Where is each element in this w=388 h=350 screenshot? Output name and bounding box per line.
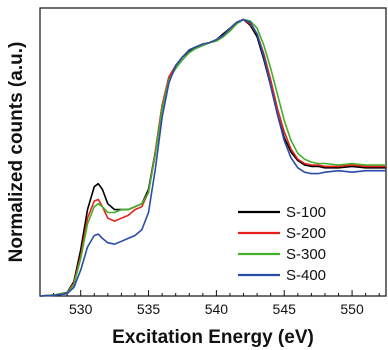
x-tick-label: 550 [340,301,364,317]
x-axis-title: Excitation Energy (eV) [112,327,314,348]
legend: S-100 S-200 S-300 S-400 [238,204,326,284]
plot-frame [39,7,387,297]
x-tick-label: 530 [69,301,93,317]
series-line-s-200 [39,18,386,297]
series-lines [39,18,386,297]
series-line-s-100 [39,18,386,297]
y-axis-title: Normalized counts (a.u.) [6,42,27,263]
legend-label-s-300: S-300 [286,246,326,263]
legend-label-s-100: S-100 [286,204,326,221]
legend-label-s-400: S-400 [286,267,326,284]
x-tick-label: 535 [137,301,161,317]
series-line-s-300 [39,18,386,297]
x-tick-label: 545 [273,301,297,317]
legend-label-s-200: S-200 [286,225,326,242]
x-tick-label: 540 [205,301,229,317]
series-line-s-400 [39,18,386,297]
x-axis-ticks: 530 535 540 545 550 [39,290,380,317]
